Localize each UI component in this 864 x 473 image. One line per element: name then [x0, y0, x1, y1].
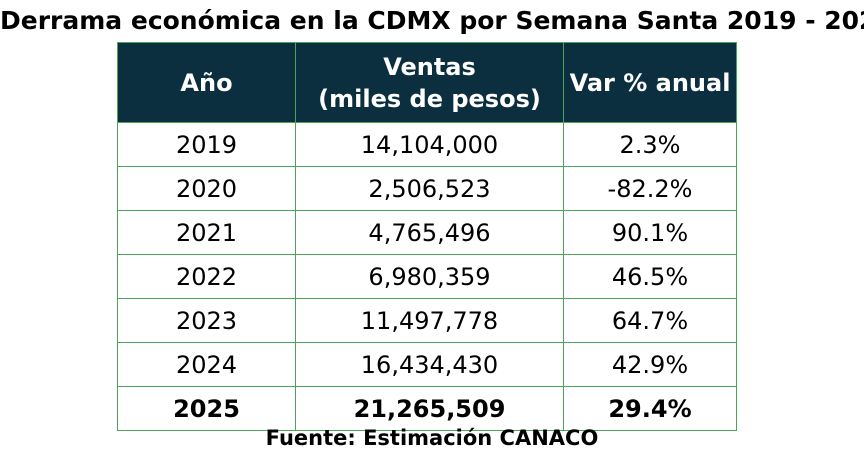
header-year: Año	[117, 42, 296, 123]
table-row: 2023 11,497,778 64.7%	[117, 298, 737, 343]
cell-change: 90.1%	[563, 210, 737, 255]
cell-change: 29.4%	[563, 386, 737, 431]
cell-year: 2020	[117, 166, 296, 211]
cell-sales: 14,104,000	[295, 122, 564, 167]
cell-sales: 21,265,509	[295, 386, 564, 431]
cell-year: 2025	[117, 386, 296, 431]
table-row: 2024 16,434,430 42.9%	[117, 342, 737, 387]
header-change: Var % anual	[563, 42, 737, 123]
cell-year: 2022	[117, 254, 296, 299]
header-row: Año Ventas (miles de pesos) Var % anual	[117, 42, 737, 123]
table-title: Derrama económica en la CDMX por Semana …	[0, 6, 864, 35]
cell-sales: 4,765,496	[295, 210, 564, 255]
sales-table: Año Ventas (miles de pesos) Var % anual …	[117, 42, 737, 431]
cell-sales: 6,980,359	[295, 254, 564, 299]
table-body: 2019 14,104,000 2.3% 2020 2,506,523 -82.…	[117, 122, 737, 431]
cell-year: 2019	[117, 122, 296, 167]
header-sales-label: Ventas	[383, 52, 476, 81]
table-row: 2022 6,980,359 46.5%	[117, 254, 737, 299]
table-row-highlighted: 2025 21,265,509 29.4%	[117, 386, 737, 431]
table-row: 2020 2,506,523 -82.2%	[117, 166, 737, 211]
table-row: 2021 4,765,496 90.1%	[117, 210, 737, 255]
cell-year: 2023	[117, 298, 296, 343]
cell-change: 64.7%	[563, 298, 737, 343]
header-sales: Ventas (miles de pesos)	[295, 42, 564, 123]
table-row: 2019 14,104,000 2.3%	[117, 122, 737, 167]
cell-sales: 2,506,523	[295, 166, 564, 211]
cell-change: 2.3%	[563, 122, 737, 167]
cell-sales: 11,497,778	[295, 298, 564, 343]
cell-year: 2024	[117, 342, 296, 387]
header-sales-unit: (miles de pesos)	[318, 84, 541, 113]
cell-change: -82.2%	[563, 166, 737, 211]
cell-change: 42.9%	[563, 342, 737, 387]
cell-year: 2021	[117, 210, 296, 255]
cell-change: 46.5%	[563, 254, 737, 299]
cell-sales: 16,434,430	[295, 342, 564, 387]
source-note: Fuente: Estimación CANACO	[265, 426, 599, 450]
